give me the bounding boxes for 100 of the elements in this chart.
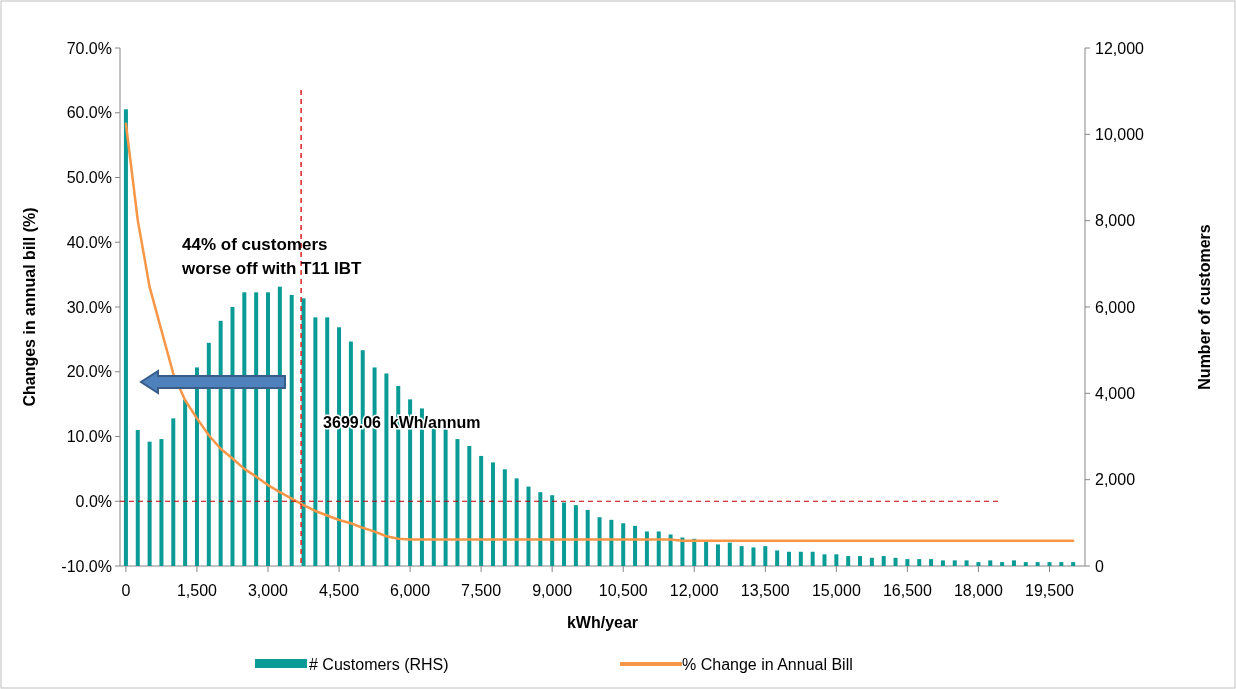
y-tick-label: -10.0% [61,557,112,575]
bar [277,286,282,566]
bar [467,446,472,566]
bar [194,367,199,566]
bar [230,307,235,566]
bar [739,546,744,566]
x-tick-label: 4,500 [319,582,360,599]
bar [881,556,886,566]
x-tick-label: 18,000 [953,582,1004,599]
bar [384,373,389,566]
bar [846,556,851,566]
bar [763,546,768,566]
y-tick-label: 0.0% [75,492,112,510]
y-tick-label: 70.0% [66,39,112,57]
bar [550,495,555,566]
y2-tick-label: 12,000 [1095,39,1145,57]
y2-tick-label: 8,000 [1095,212,1136,230]
bar [644,531,649,566]
legend-label: % Change in Annual Bill [682,656,853,673]
y2-tick-label: 10,000 [1095,125,1145,143]
bar [514,478,519,566]
x-tick-label: 6,000 [390,582,431,599]
bar [704,541,709,566]
bar [917,559,922,566]
x-tick-label: 13,500 [740,582,790,599]
bar [597,517,602,566]
bar [242,292,247,566]
bar [301,298,306,566]
y-tick-label: 40.0% [66,233,112,251]
x-tick-label: 9,000 [532,582,573,599]
x-tick-label: 19,500 [1025,582,1075,599]
bar [266,292,271,566]
x-tick-label: 1,500 [176,582,218,599]
bar [940,560,945,566]
bar [775,550,780,566]
bar [218,320,223,566]
annotation: 44% of customers worse off with T11 IBT [181,235,363,278]
bar [786,551,791,566]
bar [858,556,863,566]
bar [526,486,531,566]
bar [810,551,815,566]
bar [159,439,164,566]
bar [1023,562,1028,566]
y-tick-label: 10.0% [66,428,112,446]
bar [123,109,128,566]
bar [621,523,626,566]
y-tick-label: 60.0% [66,104,112,122]
bar [905,559,910,566]
bar [727,542,732,566]
bar [313,317,318,566]
bar [668,534,673,566]
bar [798,551,803,566]
x-tick-label: 7,500 [461,582,502,599]
x-tick-label: 15,000 [811,582,861,599]
y-axis-title: Changes in annual bill (%) [21,207,38,407]
bar [254,292,259,566]
bar [1000,562,1005,566]
bar [573,505,578,566]
bar [952,560,957,566]
y-tick-label: 50.0% [66,169,112,187]
y-tick-label: 20.0% [66,363,112,381]
legend-label: # Customers (RHS) [309,656,449,673]
bar [183,399,188,566]
bar [585,509,590,566]
x-tick-label: 12,000 [669,582,719,599]
bar [562,502,567,566]
bar [715,544,720,566]
bar [893,557,898,566]
bar [490,462,495,566]
line-series [124,122,1075,542]
bar [869,557,874,566]
bar [609,519,614,566]
bar [751,547,756,566]
bar [502,469,507,566]
bar [1035,562,1040,566]
bar [834,554,839,566]
bar [964,560,969,566]
bar [455,439,460,566]
bar [171,418,176,566]
bar [976,562,981,566]
bar [822,554,827,566]
x-axis-title: kWh/year [566,614,639,631]
bar [289,294,294,566]
y2-tick-label: 2,000 [1095,471,1136,489]
bar [1047,562,1052,566]
x-tick-label: 3,000 [247,582,289,599]
bar [1071,562,1076,566]
bar [206,342,211,566]
bar [988,560,993,566]
y2-tick-label: 0 [1095,557,1104,575]
bar [443,429,448,566]
bar [538,492,543,566]
bar [1011,560,1016,566]
bar [656,531,661,566]
bar [147,441,152,566]
y2-tick-label: 6,000 [1095,298,1136,316]
bar [479,455,484,566]
bar [929,559,934,566]
x-tick-label: 16,500 [882,582,932,599]
y2-tick-label: 4,000 [1095,384,1136,402]
